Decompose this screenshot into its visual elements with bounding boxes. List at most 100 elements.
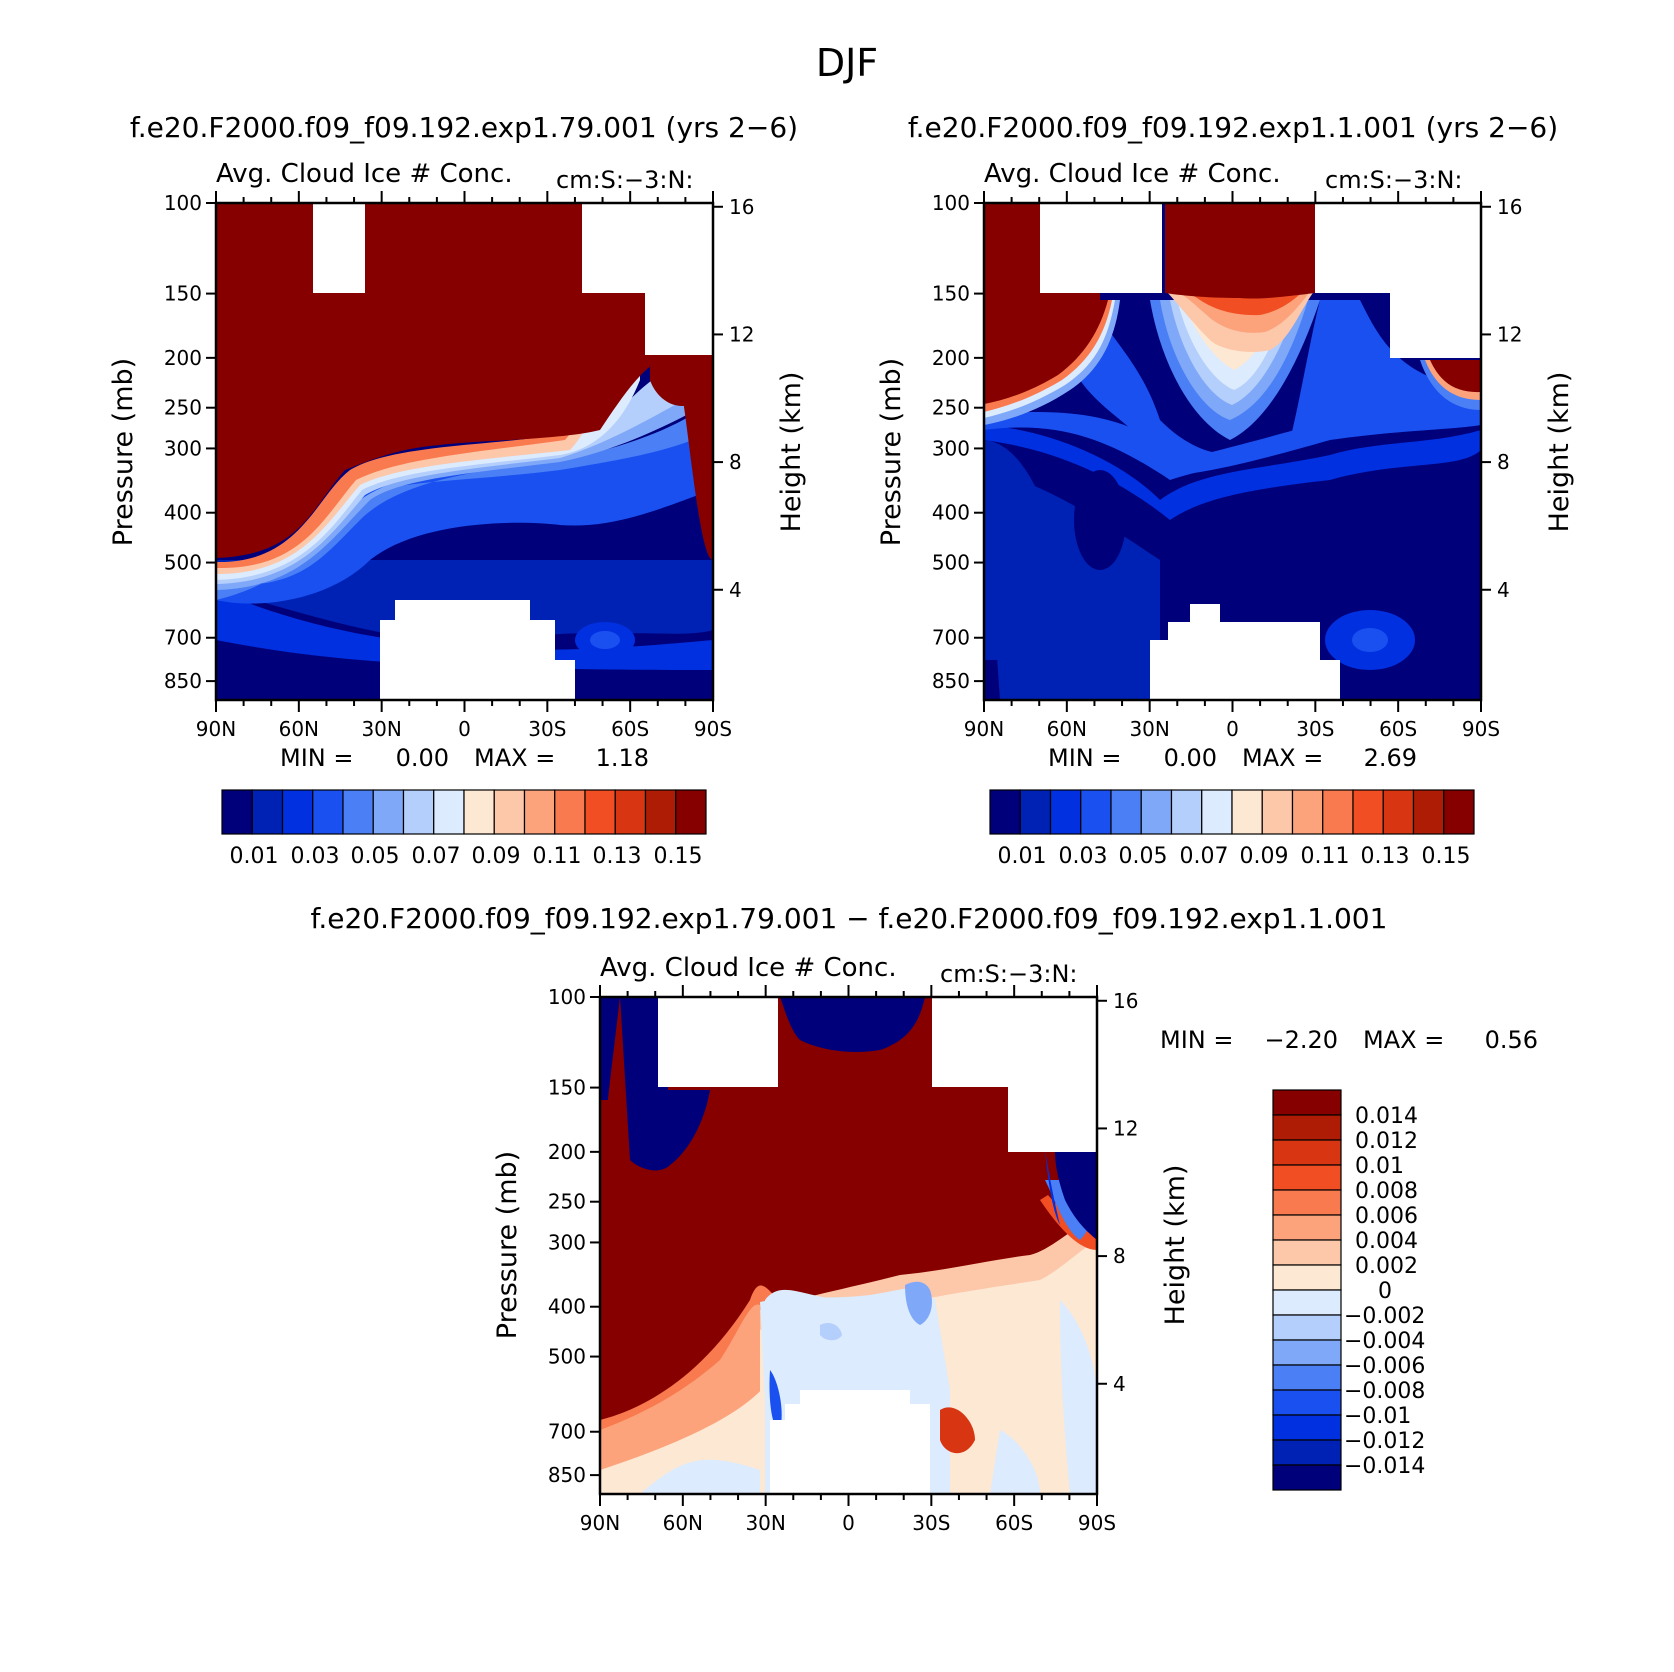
colorbar-swatch xyxy=(584,789,616,835)
panel-c-field xyxy=(600,997,1097,1494)
x-tick-label: 30S xyxy=(528,717,566,741)
y-tick-label: 700 xyxy=(164,626,202,650)
colorbar-swatch xyxy=(402,789,435,835)
y-tick-label: 300 xyxy=(548,1230,586,1254)
x-tick-label: 0 xyxy=(842,1511,855,1535)
panel-c-min-label: MIN = xyxy=(1160,1026,1233,1054)
cbar-c-label: 0.014 xyxy=(1355,1104,1418,1129)
cbar-c-label: −0.008 xyxy=(1344,1379,1425,1404)
colorbar-swatch xyxy=(1272,1214,1342,1241)
panel-c-colorbar xyxy=(1272,1089,1342,1491)
panel-c-y-ticklabels: 100 150 200 250 300 400 500 700 850 xyxy=(548,985,586,1487)
panel-c-max-value: 0.56 xyxy=(1485,1026,1538,1054)
right-tick-label: 16 xyxy=(1113,989,1138,1013)
x-tick-label: 60N xyxy=(663,1511,703,1535)
colorbar-swatch xyxy=(614,789,647,835)
cbar-c-label: −0.006 xyxy=(1344,1354,1425,1379)
cbar-b-label: 0.13 xyxy=(1361,844,1410,869)
panel-b-ticks xyxy=(974,191,1491,712)
cbar-b-label: 0.05 xyxy=(1119,844,1168,869)
y-tick-label: 400 xyxy=(164,501,202,525)
colorbar-swatch xyxy=(433,789,465,835)
x-tick-label: 30N xyxy=(1129,717,1169,741)
y-tick-label: 850 xyxy=(548,1463,586,1487)
right-tick-label: 12 xyxy=(1113,1116,1138,1140)
colorbar-swatch xyxy=(493,789,526,835)
right-tick-label: 16 xyxy=(729,195,754,219)
panel-a-field xyxy=(216,203,713,700)
panel-a-max-label: MAX = xyxy=(474,744,555,772)
colorbar-swatch xyxy=(1382,789,1415,835)
cbar-a-label: 0.07 xyxy=(412,844,461,869)
colorbar-swatch xyxy=(1170,789,1203,835)
colorbar-swatch xyxy=(1272,1164,1342,1191)
colorbar-swatch xyxy=(1080,789,1112,835)
colorbar-swatch xyxy=(675,789,707,835)
panel-a-x-ticklabels: 90N 60N 30N 0 30S 60S 90S xyxy=(196,717,732,741)
colorbar-swatch xyxy=(1272,1189,1342,1216)
right-tick-label: 16 xyxy=(1497,195,1522,219)
colorbar-swatch xyxy=(1272,1464,1342,1491)
cbar-a-label: 0.01 xyxy=(230,844,279,869)
panel-b-heading: f.e20.F2000.f09_f09.192.exp1.1.001 (yrs … xyxy=(908,111,1558,144)
figure-title: DJF xyxy=(816,41,878,85)
x-tick-label: 60N xyxy=(1047,717,1087,741)
y-tick-label: 850 xyxy=(164,669,202,693)
x-tick-label: 90N xyxy=(196,717,236,741)
panel-c-max-label: MAX = xyxy=(1363,1026,1444,1054)
cbar-c-label: −0.012 xyxy=(1344,1429,1425,1454)
y-tick-label: 200 xyxy=(548,1140,586,1164)
cbar-c-label: 0.006 xyxy=(1355,1204,1418,1229)
x-tick-label: 30S xyxy=(912,1511,950,1535)
colorbar-swatch xyxy=(644,789,677,835)
cbar-c-label: 0.012 xyxy=(1355,1129,1418,1154)
colorbar-swatch xyxy=(1272,1314,1342,1341)
cbar-a-label: 0.15 xyxy=(654,844,703,869)
panel-a-min-value: 0.00 xyxy=(396,744,449,772)
panel-a-colorbar-labels: 0.01 0.03 0.05 0.07 0.09 0.11 0.13 0.15 xyxy=(230,844,703,869)
colorbar-swatch xyxy=(1272,1339,1342,1366)
colorbar-swatch xyxy=(1261,789,1294,835)
cbar-c-label: −0.002 xyxy=(1344,1304,1425,1329)
x-tick-label: 60S xyxy=(1379,717,1417,741)
colorbar-swatch xyxy=(1201,789,1233,835)
cbar-c-label: −0.014 xyxy=(1344,1454,1425,1479)
panel-c-ylabel: Pressure (mb) xyxy=(492,1151,523,1339)
colorbar-swatch xyxy=(1272,1289,1342,1316)
right-tick-label: 12 xyxy=(729,322,754,346)
colorbar-swatch xyxy=(1272,1364,1342,1391)
x-tick-label: 90N xyxy=(580,1511,620,1535)
y-tick-label: 150 xyxy=(164,282,202,306)
panel-c-heading: f.e20.F2000.f09_f09.192.exp1.79.001 − f.… xyxy=(311,902,1388,935)
colorbar-swatch xyxy=(989,789,1021,835)
colorbar-swatch xyxy=(1272,1114,1342,1141)
y-tick-label: 250 xyxy=(164,396,202,420)
right-tick-label: 4 xyxy=(729,578,742,602)
colorbar-swatch xyxy=(1412,789,1445,835)
panel-a-title: Avg. Cloud Ice # Conc. xyxy=(216,159,513,189)
cbar-b-label: 0.09 xyxy=(1240,844,1289,869)
colorbar-swatch xyxy=(1443,789,1475,835)
panel-b-max-value: 2.69 xyxy=(1364,744,1417,772)
panel-a-ticks xyxy=(206,191,723,712)
colorbar-swatch xyxy=(1049,789,1082,835)
colorbar-swatch xyxy=(251,789,284,835)
panel-b-x-ticklabels: 90N 60N 30N 0 30S 60S 90S xyxy=(964,717,1500,741)
x-tick-label: 0 xyxy=(458,717,471,741)
cbar-c-label: −0.01 xyxy=(1344,1404,1411,1429)
panel-c-ticks xyxy=(590,985,1107,1506)
colorbar-swatch xyxy=(1110,789,1142,835)
colorbar-swatch xyxy=(1140,789,1173,835)
x-tick-label: 90S xyxy=(1462,717,1500,741)
panel-c-units: cm:S:−3:N: xyxy=(940,960,1077,988)
colorbar-swatch xyxy=(523,789,556,835)
panel-a-heading: f.e20.F2000.f09_f09.192.exp1.79.001 (yrs… xyxy=(130,111,798,144)
cbar-c-label: 0.01 xyxy=(1355,1154,1404,1179)
panel-a-max-value: 1.18 xyxy=(596,744,649,772)
right-tick-label: 8 xyxy=(1113,1244,1126,1268)
y-tick-label: 500 xyxy=(932,551,970,575)
panel-a-ylabel: Pressure (mb) xyxy=(108,358,139,546)
colorbar-swatch xyxy=(1272,1389,1342,1416)
y-tick-label: 850 xyxy=(932,669,970,693)
